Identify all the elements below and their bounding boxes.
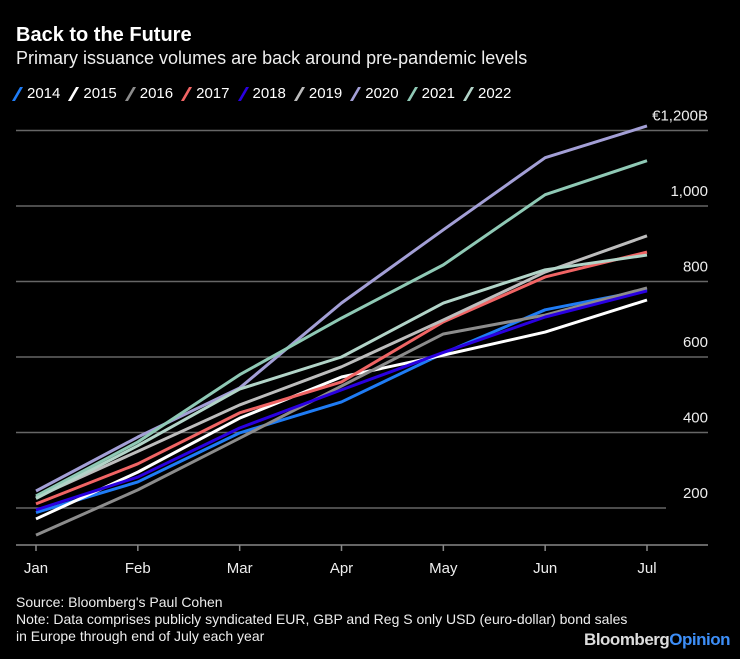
legend-item-2020: 2020 (350, 85, 399, 102)
x-tick-label: Jul (637, 560, 656, 577)
y-tick-label: 600 (683, 334, 708, 351)
x-tick-label: May (429, 560, 458, 577)
legend-label: 2016 (139, 85, 174, 102)
series-line-2017 (35, 250, 648, 506)
legend-item-2022: 2022 (462, 85, 512, 102)
y-tick-label: 1,000 (670, 183, 708, 200)
y-tick-label: 200 (683, 485, 708, 502)
legend-item-2018: 2018 (237, 85, 286, 102)
series-line-2021 (35, 159, 648, 498)
legend-label: 2021 (421, 85, 455, 102)
series-line-2016 (35, 286, 648, 537)
legend-item-2017: 2017 (181, 85, 230, 102)
x-tick-label: Jun (533, 560, 557, 577)
legend-item-2021: 2021 (406, 85, 455, 102)
y-tick-label: 800 (683, 259, 708, 276)
legend-item-2019: 2019 (293, 85, 343, 102)
legend-label: 2022 (478, 85, 512, 102)
chart-title: Back to the Future (16, 24, 192, 46)
legend-label: 2015 (83, 85, 117, 102)
data-note: Note: Data comprises publicly syndicated… (16, 611, 628, 644)
x-tick-label: Mar (227, 560, 253, 577)
legend-item-2015: 2015 (68, 85, 117, 102)
x-tick-label: Jan (24, 560, 48, 577)
bloomberg-opinion-logo: BloombergOpinion (584, 630, 730, 649)
series-line-2015 (35, 298, 648, 521)
x-tick-label: Feb (125, 560, 151, 577)
series-line-2020 (35, 124, 648, 493)
source-note: Source: Bloomberg's Paul Cohen (16, 594, 223, 610)
legend-item-2014: 2014 (11, 85, 61, 102)
series-line-2014 (35, 288, 648, 514)
legend-label: 2019 (308, 85, 343, 102)
y-tick-label: €1,200B (652, 108, 708, 125)
legend-label: 2020 (365, 85, 399, 102)
series-line-2018 (35, 289, 648, 512)
legend: 2014 2015 2016 2017 2018 2019 2020 2021 2022 (11, 85, 512, 102)
x-tick-label: Apr (330, 560, 353, 577)
chart-subtitle: Primary issuance volumes are back around… (16, 48, 528, 68)
series-line-2019 (35, 234, 648, 499)
legend-label: 2018 (252, 85, 286, 102)
footnotes: Source: Bloomberg's Paul Cohen Note: Dat… (16, 594, 636, 645)
legend-label: 2017 (196, 85, 230, 102)
legend-item-2016: 2016 (124, 85, 174, 102)
y-tick-label: 400 (683, 410, 708, 427)
legend-label: 2014 (27, 85, 61, 102)
series-line-2022 (35, 253, 648, 500)
